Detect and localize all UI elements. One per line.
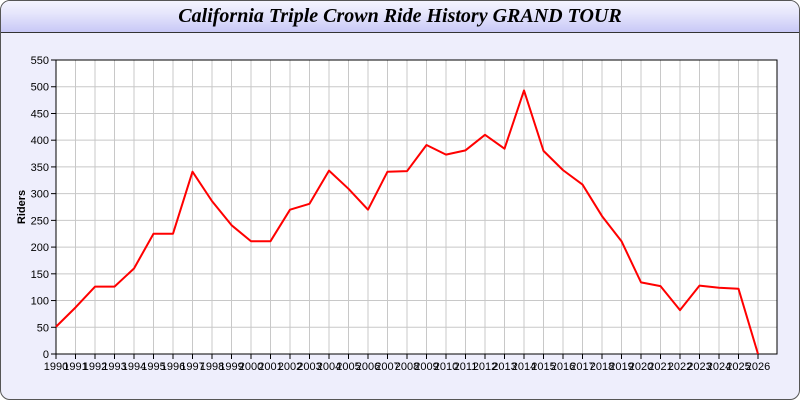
y-tick-label: 0 xyxy=(43,349,49,361)
x-tick-label: 2005 xyxy=(336,361,360,373)
x-tick-label: 2019 xyxy=(609,361,633,373)
x-tick-label: 2025 xyxy=(726,361,750,373)
x-tick-label: 1995 xyxy=(141,361,165,373)
x-tick-label: 1999 xyxy=(219,361,243,373)
x-tick-label: 2000 xyxy=(239,361,263,373)
plot-border xyxy=(55,59,778,355)
x-tick-label: 2012 xyxy=(473,361,497,373)
y-tick-label: 200 xyxy=(31,242,49,254)
x-tick-label: 2002 xyxy=(278,361,302,373)
x-tick-label: 1992 xyxy=(83,361,107,373)
x-tick-label: 2024 xyxy=(707,361,731,373)
x-tick-label: 2023 xyxy=(687,361,711,373)
x-tick-label: 2013 xyxy=(492,361,516,373)
y-tick-label: 50 xyxy=(37,322,49,334)
x-tick-label: 2026 xyxy=(746,361,770,373)
chart-title: California Triple Crown Ride History GRA… xyxy=(178,5,622,27)
x-tick-label: 2022 xyxy=(668,361,692,373)
y-tick-label: 100 xyxy=(31,296,49,308)
x-tick-label: 1998 xyxy=(200,361,224,373)
title-bar: California Triple Crown Ride History GRA… xyxy=(1,1,799,33)
x-tick-label: 2020 xyxy=(629,361,653,373)
x-tick-label: 2010 xyxy=(434,361,458,373)
x-tick-label: 2008 xyxy=(395,361,419,373)
plot-area xyxy=(56,60,777,354)
x-tick-label: 1996 xyxy=(161,361,185,373)
x-tick-label: 2016 xyxy=(551,361,575,373)
x-tick-label: 2021 xyxy=(648,361,672,373)
y-tick-label: 550 xyxy=(31,55,49,67)
axes: 0501001502002503003504004505005501990199… xyxy=(31,55,778,373)
y-axis-label: Riders xyxy=(16,190,28,224)
x-tick-label: 1997 xyxy=(180,361,204,373)
x-tick-label: 2006 xyxy=(356,361,380,373)
y-tick-label: 150 xyxy=(31,269,49,281)
y-tick-label: 500 xyxy=(31,82,49,94)
y-tick-label: 450 xyxy=(31,108,49,120)
x-tick-label: 2017 xyxy=(570,361,594,373)
x-tick-label: 1991 xyxy=(63,361,87,373)
x-tick-label: 1990 xyxy=(44,361,68,373)
series xyxy=(55,89,759,355)
y-tick-label: 400 xyxy=(31,135,49,147)
x-tick-label: 2009 xyxy=(414,361,438,373)
x-tick-label: 2015 xyxy=(531,361,555,373)
y-tick-label: 250 xyxy=(31,215,49,227)
x-tick-label: 2003 xyxy=(297,361,321,373)
x-tick-label: 2007 xyxy=(375,361,399,373)
x-tick-label: 2004 xyxy=(317,361,341,373)
x-tick-label: 2011 xyxy=(454,361,478,373)
x-tick-label: 2014 xyxy=(512,361,536,373)
x-tick-label: 1994 xyxy=(122,361,146,373)
x-tick-label: 2018 xyxy=(590,361,614,373)
x-tick-label: 1993 xyxy=(102,361,126,373)
x-tick-label: 2001 xyxy=(258,361,282,373)
y-tick-label: 300 xyxy=(31,189,49,201)
y-tick-label: 350 xyxy=(31,162,49,174)
